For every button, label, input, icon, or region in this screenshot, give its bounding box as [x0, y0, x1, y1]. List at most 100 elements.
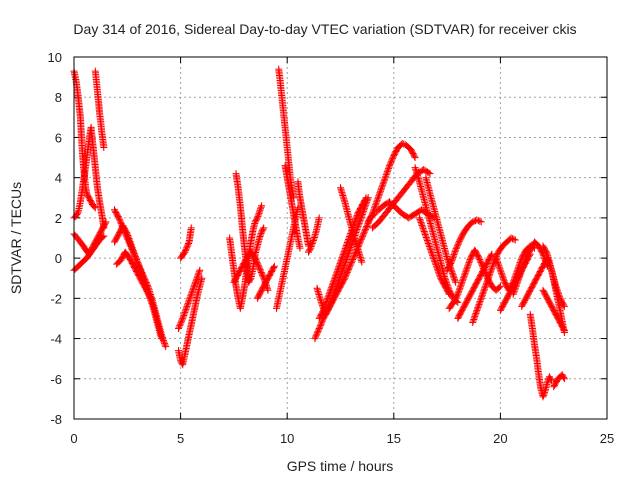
data-point — [350, 253, 358, 261]
data-point — [445, 290, 453, 298]
data-point — [547, 375, 555, 383]
data-point — [343, 269, 351, 276]
data-point — [102, 218, 110, 226]
data-point — [180, 310, 188, 318]
data-point — [195, 269, 203, 277]
data-point — [343, 239, 351, 246]
data-point — [358, 233, 366, 241]
data-point — [510, 235, 518, 243]
data-point — [476, 297, 484, 305]
data-point — [463, 265, 471, 273]
data-point — [256, 266, 264, 274]
x-tick-label: 20 — [493, 431, 507, 446]
data-point — [384, 166, 392, 174]
data-point — [371, 202, 379, 210]
data-point — [476, 257, 484, 265]
data-point — [425, 169, 433, 177]
data-point — [296, 244, 304, 252]
data-point — [360, 230, 368, 238]
x-tick-label: 10 — [280, 431, 294, 446]
data-point — [99, 233, 107, 241]
data-point — [347, 260, 355, 268]
data-point — [411, 154, 419, 162]
data-point — [252, 257, 260, 265]
data-point — [477, 218, 485, 226]
data-point — [382, 171, 390, 179]
data-point — [327, 284, 335, 292]
data-point — [178, 317, 185, 325]
data-point — [388, 156, 396, 164]
data-point — [175, 323, 183, 331]
data-point — [560, 329, 568, 336]
data-point — [389, 154, 397, 162]
data-point — [360, 228, 368, 236]
data-point — [475, 254, 483, 262]
data-point — [473, 216, 481, 224]
data-point — [146, 293, 154, 301]
data-point — [335, 261, 343, 269]
data-point — [259, 225, 267, 233]
data-point — [264, 286, 272, 294]
data-point — [188, 287, 196, 295]
data-point — [452, 278, 460, 286]
data-point — [410, 152, 418, 160]
data-point — [254, 211, 262, 219]
data-point — [447, 260, 455, 267]
y-axis-label: SDTVAR / TECUs — [8, 182, 24, 294]
data-point — [321, 302, 329, 310]
data-point — [314, 327, 322, 335]
data-point — [510, 289, 518, 297]
data-point — [488, 250, 496, 258]
data-point — [560, 373, 568, 381]
data-point — [176, 320, 184, 328]
data-point — [346, 261, 354, 269]
data-point — [100, 232, 108, 240]
data-point — [500, 277, 508, 285]
data-point — [486, 270, 494, 278]
data-point — [187, 224, 195, 232]
data-point — [560, 301, 568, 309]
y-tick-label: 6 — [55, 130, 62, 145]
data-point — [426, 244, 434, 252]
data-point — [179, 314, 187, 322]
data-point — [477, 258, 485, 266]
data-point — [324, 293, 332, 301]
data-point — [398, 140, 406, 147]
data-point — [518, 266, 526, 274]
y-tick-label: 8 — [55, 90, 62, 105]
chart-title: Day 314 of 2016, Sidereal Day-to-day VTE… — [73, 21, 576, 37]
data-point — [115, 214, 123, 222]
x-tick-label: 0 — [70, 431, 77, 446]
data-point — [117, 218, 125, 226]
data-point — [469, 317, 477, 325]
data-point — [452, 246, 460, 254]
data-point — [455, 287, 463, 295]
data-point — [511, 284, 519, 292]
data-point — [308, 241, 316, 249]
data-point — [115, 215, 123, 223]
data-point — [374, 193, 382, 201]
data-point — [316, 323, 324, 331]
data-point — [253, 258, 261, 266]
data-point — [481, 284, 489, 292]
data-point — [416, 217, 424, 225]
data-point — [311, 335, 319, 343]
data-point — [258, 202, 266, 210]
data-point — [318, 317, 326, 325]
grid — [74, 57, 607, 419]
data-point — [319, 306, 327, 314]
data-point — [363, 221, 371, 229]
data-point — [254, 261, 262, 269]
data-point — [124, 232, 132, 239]
data-point — [543, 249, 551, 257]
data-point — [185, 296, 193, 304]
data-point — [516, 271, 524, 279]
data-point — [489, 261, 497, 269]
data-point — [448, 269, 456, 277]
data-point — [458, 278, 466, 286]
data-point — [454, 240, 462, 248]
data-point — [362, 225, 369, 233]
data-point — [125, 236, 133, 244]
y-tick-label: -6 — [50, 372, 62, 387]
